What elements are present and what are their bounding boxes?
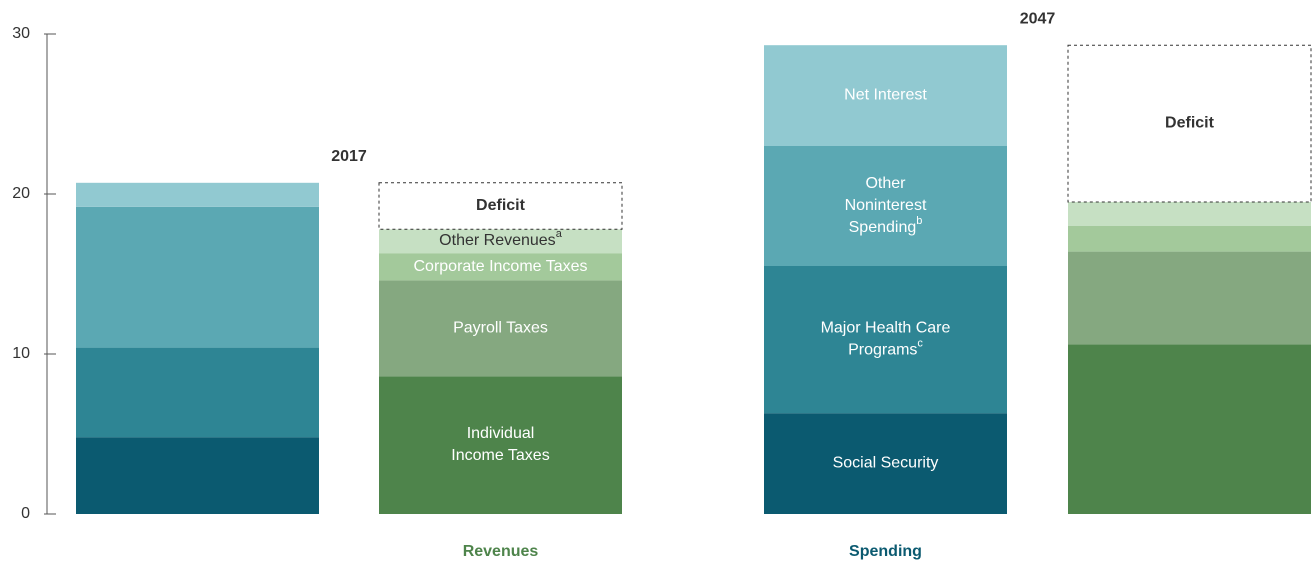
x-category-label: Revenues xyxy=(463,543,539,560)
segment-label: Net Interest xyxy=(844,87,927,104)
year-annotation: 2017 xyxy=(331,148,367,165)
segment-label: Payroll Taxes xyxy=(453,320,548,337)
segment-label: Social Security xyxy=(833,455,939,472)
segment-label-line: Deficit xyxy=(476,197,526,214)
bar-segment xyxy=(76,437,319,514)
footnote-marker: b xyxy=(916,215,922,227)
bar-segment xyxy=(1068,226,1311,252)
segment-label-line: Deficit xyxy=(1165,115,1215,132)
bar-segment xyxy=(76,347,319,438)
segment-label: Major Health Care Programsc xyxy=(821,320,951,359)
year-annotation: 2047 xyxy=(1020,10,1056,27)
y-tick-label: 20 xyxy=(12,185,30,202)
y-tick-label: 0 xyxy=(21,505,30,522)
bar-segment xyxy=(76,182,319,207)
segment-label: Deficit xyxy=(476,197,526,214)
y-tick-label: 30 xyxy=(12,25,30,42)
bar-segment xyxy=(76,206,319,348)
y-tick-label: 10 xyxy=(12,345,30,362)
footnote-marker: c xyxy=(917,338,923,350)
x-category-label: Spending xyxy=(849,543,922,560)
segment-label: Other Noninterest Spendingb xyxy=(845,175,927,236)
bar-segment xyxy=(1068,251,1311,345)
bar-segment xyxy=(764,266,1007,414)
segment-label: Corporate Income Taxes xyxy=(413,258,587,275)
segment-label-line: Income Taxes xyxy=(451,447,549,464)
segment-label: Individual Income Taxes xyxy=(451,425,549,464)
segment-label-line: Payroll Taxes xyxy=(453,320,548,337)
segment-label-line: Social Security xyxy=(833,455,939,472)
segment-label-line: Individual xyxy=(467,425,535,442)
segment-label-line: Other Revenues xyxy=(439,232,556,249)
bar-segment xyxy=(379,280,622,377)
bar-segment xyxy=(379,253,622,281)
segment-label-line: Corporate Income Taxes xyxy=(413,258,587,275)
bar-segment xyxy=(379,229,622,254)
deficit-segment xyxy=(378,182,623,230)
segment-label-line: Programs xyxy=(848,342,917,359)
segment-label-line: Major Health Care xyxy=(821,320,951,337)
segment-label-line: Spending xyxy=(849,219,917,236)
segment-label: Deficit xyxy=(1165,115,1215,132)
segment-label-line: Net Interest xyxy=(844,87,927,104)
segment-label: Other Revenuesa xyxy=(439,228,563,249)
bar-segment xyxy=(764,146,1007,266)
bar-segment xyxy=(764,413,1007,514)
deficit-segment xyxy=(1067,44,1312,203)
segment-label-line: Other xyxy=(865,175,906,192)
bar-segment xyxy=(1068,344,1311,514)
segment-label-line: Noninterest xyxy=(845,197,927,214)
bar-segment xyxy=(379,376,622,514)
bar-segment xyxy=(1068,202,1311,226)
footnote-marker: a xyxy=(556,228,563,240)
bar-segment xyxy=(764,45,1007,147)
